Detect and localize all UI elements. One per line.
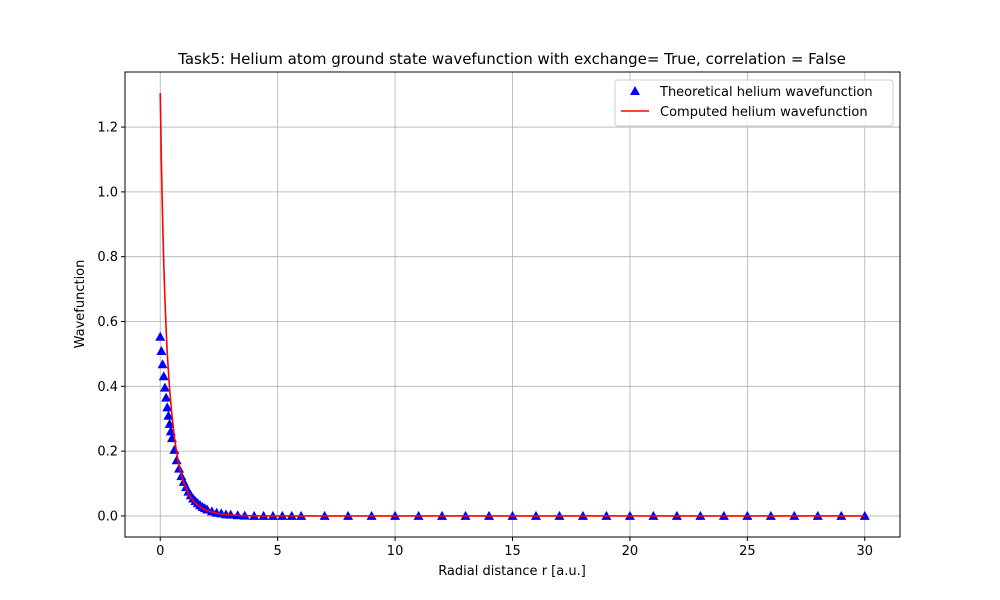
- y-axis-label: Wavefunction: [73, 260, 88, 349]
- theoretical-point: [156, 346, 167, 355]
- computed-line: [159, 93, 865, 517]
- x-tick-label: 0: [156, 544, 164, 559]
- y-tick-label: 0.2: [97, 445, 118, 460]
- theoretical-point: [162, 402, 173, 412]
- theoretical-point: [155, 331, 166, 341]
- theoretical-point: [159, 382, 170, 392]
- x-tick-label: 10: [387, 544, 404, 559]
- legend-label-computed: Computed helium wavefunction: [660, 105, 868, 120]
- legend-frame: [614, 79, 894, 127]
- x-tick-label: 25: [739, 544, 756, 559]
- legend-marker-theoretical: [630, 86, 640, 95]
- y-tick-label: 0.6: [97, 315, 118, 330]
- y-tick-label: 0.8: [97, 250, 118, 265]
- chart-title: Task5: Helium atom ground state wavefunc…: [177, 50, 846, 68]
- y-tick-label: 0.4: [97, 380, 118, 395]
- ticks: 0 5 10 15 20 25 30 0.0 0.2 0.4 0.6 0.8 1.0 1.2: [97, 121, 873, 559]
- x-axis-label: Radial distance r [a.u.]: [438, 564, 586, 579]
- theoretical-point: [163, 410, 174, 420]
- theoretical-point: [859, 510, 870, 520]
- x-tick-label: 15: [504, 544, 521, 559]
- legend: Theoretical helium wavefunction Computed…: [614, 79, 894, 127]
- theoretical-point: [164, 418, 175, 428]
- series-layer: [155, 93, 870, 520]
- grid: [125, 72, 900, 537]
- y-tick-label: 1.0: [97, 185, 118, 200]
- y-tick-label: 1.2: [97, 121, 118, 136]
- legend-label-theoretical: Theoretical helium wavefunction: [659, 85, 873, 100]
- theoretical-point: [161, 392, 172, 402]
- theoretical-point: [157, 359, 168, 369]
- y-tick-label: 0.0: [97, 509, 118, 524]
- theoretical-point: [225, 509, 236, 519]
- x-tick-label: 5: [274, 544, 282, 559]
- theoretical-point: [169, 444, 180, 454]
- x-tick-label: 30: [856, 544, 873, 559]
- x-tick-label: 20: [622, 544, 639, 559]
- theoretical-point: [158, 371, 169, 381]
